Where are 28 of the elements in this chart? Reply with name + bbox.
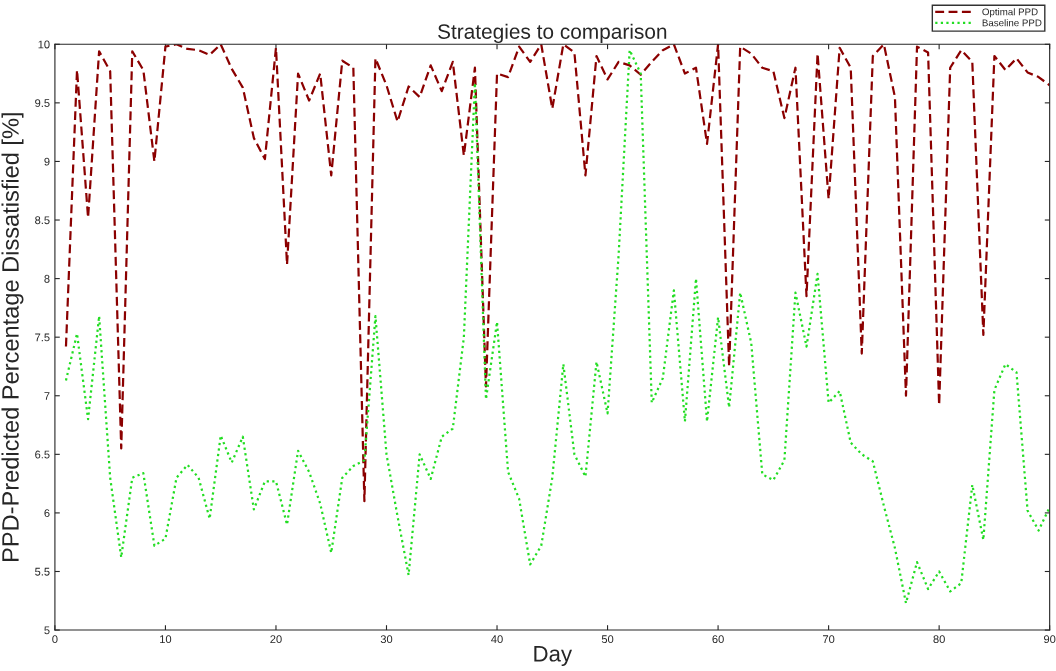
x-tick-label: 60 bbox=[712, 635, 724, 644]
x-tick-label: 80 bbox=[933, 635, 945, 644]
y-tick-label: 5.5 bbox=[35, 567, 50, 576]
legend-label: Optimal PPD bbox=[982, 8, 1038, 18]
chart-title: Strategies to comparison bbox=[438, 23, 667, 44]
y-tick-label: 8 bbox=[44, 274, 50, 283]
x-tick-label: 50 bbox=[601, 635, 614, 644]
x-tick-label: 70 bbox=[823, 635, 835, 644]
legend-label: Baseline PPD bbox=[982, 19, 1042, 27]
line-series bbox=[64, 44, 1050, 503]
x-axis-title: Day bbox=[534, 646, 573, 666]
y-tick-label: 6.5 bbox=[35, 450, 50, 459]
x-tick-label: 0 bbox=[52, 635, 58, 644]
y-tick-label: 7 bbox=[44, 392, 50, 400]
y-tick-label: 9.5 bbox=[35, 99, 50, 107]
y-tick-label: 8.5 bbox=[35, 216, 50, 225]
x-tick-label: 30 bbox=[380, 635, 393, 644]
y-tick-label: 9 bbox=[44, 157, 50, 166]
x-tick-label: 90 bbox=[1044, 635, 1056, 644]
line-series bbox=[64, 49, 1050, 605]
y-tick-label: 5 bbox=[44, 626, 50, 635]
y-tick-label: 6 bbox=[44, 509, 50, 518]
x-tick-label: 10 bbox=[160, 635, 172, 644]
y-axis-title: PPD-Predicted Percentage Dissatisfied [%] bbox=[1, 113, 24, 561]
x-tick-label: 20 bbox=[270, 635, 282, 644]
y-tick-label: 10 bbox=[38, 40, 50, 49]
x-tick-label: 40 bbox=[491, 635, 503, 644]
y-tick-label: 7.5 bbox=[35, 333, 50, 342]
